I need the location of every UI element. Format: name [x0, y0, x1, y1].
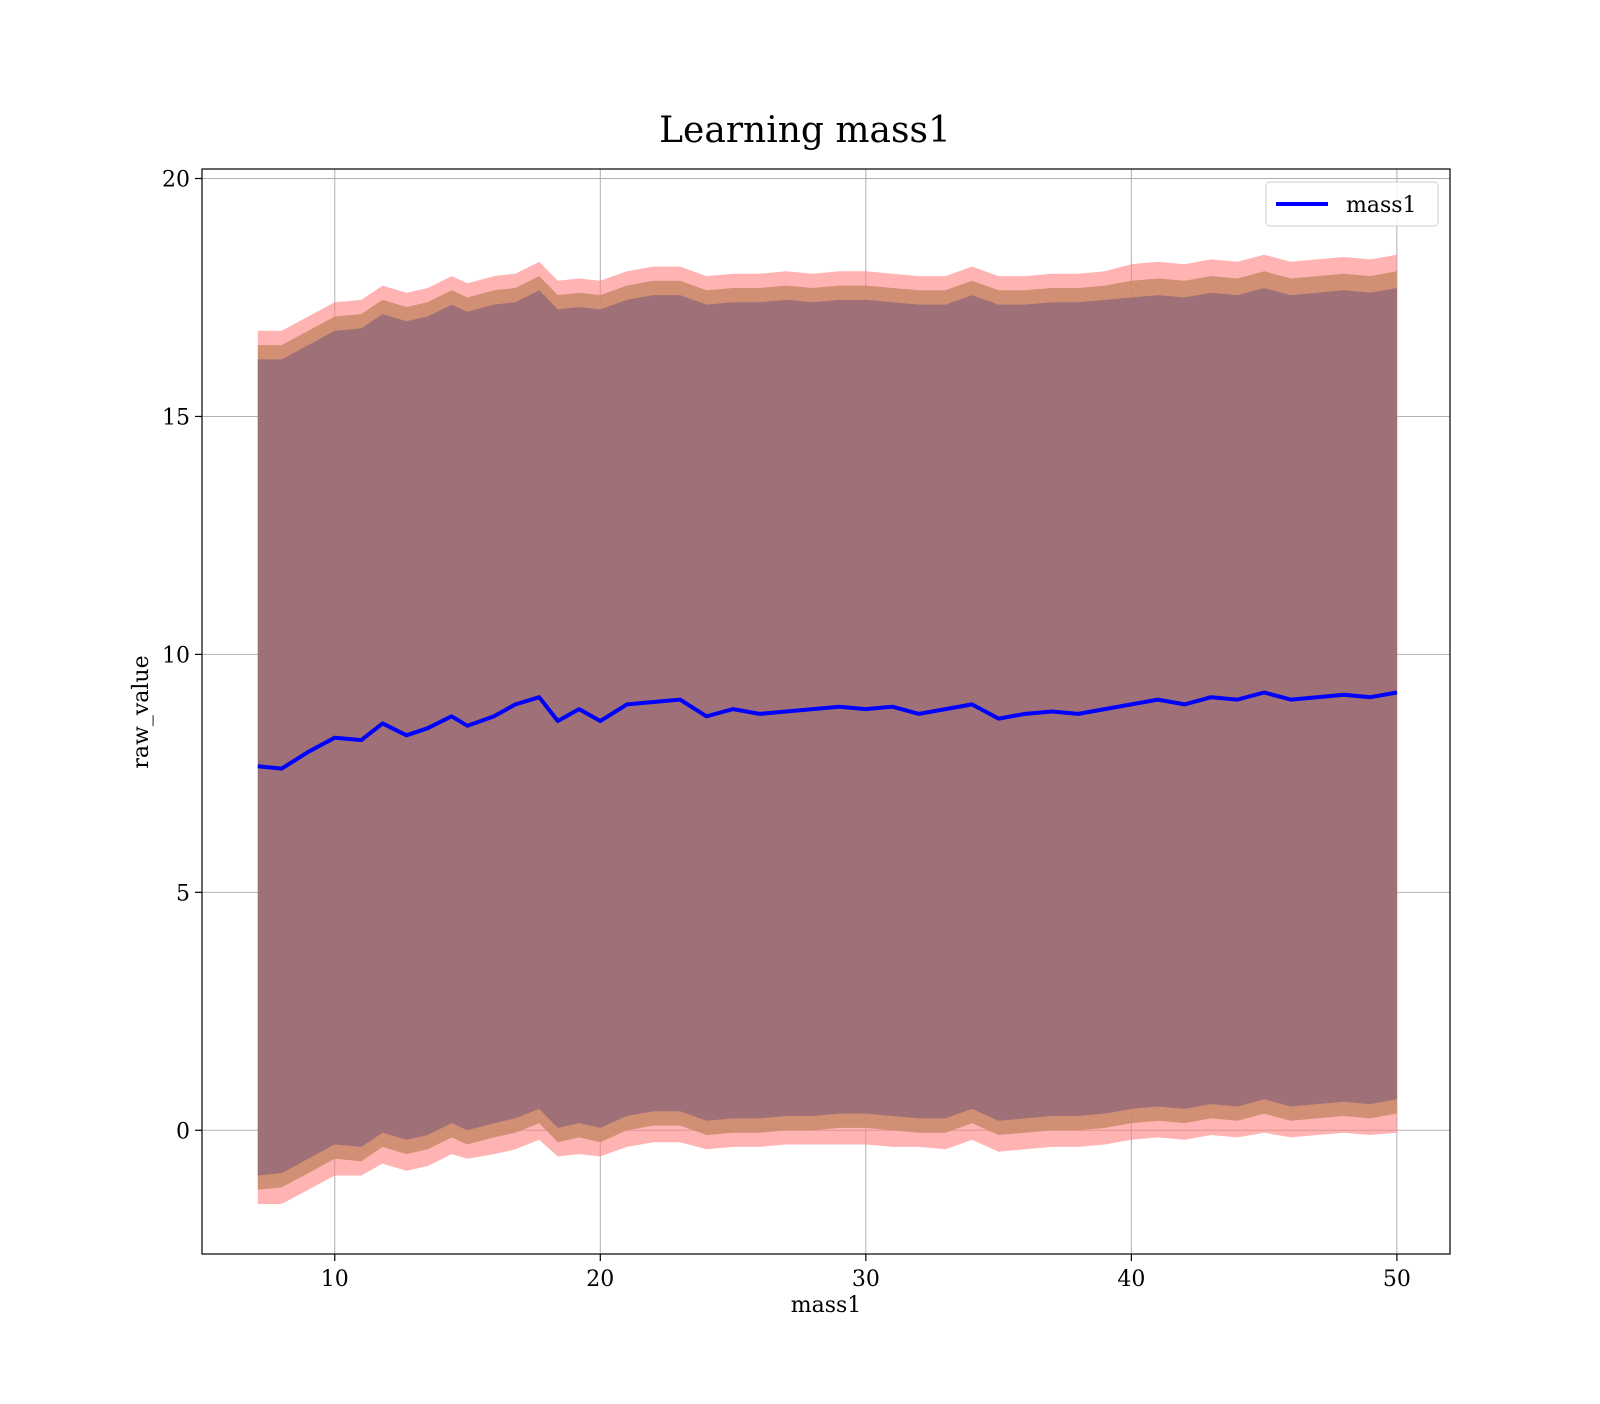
plot-area-frame — [201, 168, 1451, 1255]
y-tick-label: 5 — [176, 881, 190, 906]
x-tick-label: 10 — [321, 1267, 349, 1292]
x-axis-label: mass1 — [791, 1293, 862, 1318]
legend-box — [1265, 181, 1439, 227]
confidence-bands — [257, 254, 1397, 1204]
band-inner — [257, 288, 1397, 1176]
legend: mass1 — [1265, 181, 1439, 227]
legend-entry-mass1: mass1 — [1346, 193, 1417, 218]
y-axis-ticks: 0 5 10 15 20 — [162, 168, 202, 1144]
chart-title: Learning mass1 — [659, 110, 951, 151]
x-tick-label: 20 — [586, 1267, 614, 1292]
y-tick-label: 15 — [162, 405, 190, 430]
series-line-mass1 — [257, 690, 1398, 771]
series-lines — [257, 690, 1398, 771]
y-tick-label: 0 — [176, 1119, 190, 1144]
x-axis-ticks: 10 20 30 40 50 — [321, 1254, 1411, 1292]
y-tick-label: 10 — [162, 643, 190, 668]
x-tick-label: 40 — [1117, 1267, 1145, 1292]
x-tick-label: 50 — [1383, 1267, 1411, 1292]
x-tick-label: 30 — [852, 1267, 880, 1292]
y-axis-label: raw_value — [129, 655, 154, 768]
y-tick-label: 20 — [162, 168, 190, 193]
